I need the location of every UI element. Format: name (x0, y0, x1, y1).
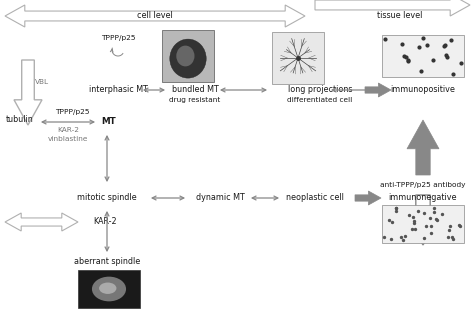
Text: anti-TPPP/p25 antibody: anti-TPPP/p25 antibody (380, 182, 466, 188)
Point (392, 209, 400, 214)
Text: TPPP/p25: TPPP/p25 (101, 35, 135, 41)
Point (417, 68, 424, 73)
Point (448, 234, 456, 239)
Polygon shape (5, 5, 305, 27)
Point (420, 235, 428, 240)
Point (392, 206, 400, 211)
Bar (272, 32, 324, 84)
Bar (382, 205, 464, 243)
Text: KAR-2: KAR-2 (57, 127, 79, 133)
Point (405, 213, 413, 218)
Point (457, 60, 465, 65)
Text: dynamic MT: dynamic MT (196, 193, 245, 202)
Point (401, 233, 409, 238)
Point (415, 209, 422, 214)
Point (433, 217, 440, 222)
Point (402, 54, 410, 59)
Text: neoplastic cell: neoplastic cell (286, 193, 344, 202)
Point (447, 224, 454, 229)
Point (409, 215, 417, 220)
Bar (78, 270, 140, 308)
Point (398, 41, 406, 46)
Point (388, 219, 395, 224)
Ellipse shape (92, 277, 126, 301)
Text: immunopositive: immunopositive (391, 86, 456, 95)
Point (404, 58, 412, 63)
Text: vinblastine: vinblastine (48, 136, 88, 142)
Point (438, 211, 446, 216)
Point (382, 37, 389, 42)
Point (426, 216, 434, 220)
Point (449, 237, 456, 242)
Point (444, 54, 451, 59)
Ellipse shape (176, 46, 194, 67)
Point (427, 224, 435, 229)
Point (392, 206, 400, 211)
Point (399, 237, 407, 242)
Text: aberrant spindle: aberrant spindle (74, 258, 140, 267)
Point (397, 234, 405, 239)
Point (381, 234, 388, 239)
Point (422, 223, 430, 228)
Point (415, 44, 423, 49)
Point (410, 219, 418, 224)
Point (440, 43, 448, 48)
Point (447, 37, 455, 42)
Point (428, 230, 435, 235)
Point (419, 36, 427, 41)
Text: differentiated cell: differentiated cell (287, 97, 353, 103)
Bar (162, 30, 214, 82)
Polygon shape (14, 60, 42, 125)
Text: cell level: cell level (137, 12, 173, 21)
Point (410, 220, 418, 225)
Point (444, 234, 451, 239)
Ellipse shape (99, 282, 117, 294)
Text: drug resistant: drug resistant (169, 97, 220, 103)
Point (441, 43, 449, 48)
Point (420, 211, 428, 216)
Point (409, 226, 416, 231)
Polygon shape (5, 213, 78, 231)
Polygon shape (407, 120, 439, 175)
Point (430, 209, 438, 214)
Point (428, 58, 436, 63)
Polygon shape (407, 195, 439, 245)
Text: mitotic spindle: mitotic spindle (77, 193, 137, 202)
Point (449, 71, 457, 76)
Point (456, 223, 464, 228)
Text: tubulin: tubulin (6, 115, 34, 124)
Polygon shape (315, 0, 470, 16)
Point (442, 52, 449, 57)
Text: MT: MT (101, 118, 116, 127)
Point (401, 53, 408, 58)
Bar (382, 35, 464, 77)
Text: TPPP/p25: TPPP/p25 (55, 109, 89, 115)
Text: VBL: VBL (35, 79, 49, 85)
Polygon shape (355, 191, 381, 205)
Text: long projections: long projections (288, 86, 352, 95)
Point (430, 205, 438, 210)
Text: interphasic MT: interphasic MT (89, 86, 147, 95)
Point (404, 58, 411, 63)
Point (411, 227, 419, 232)
Text: KAR-2: KAR-2 (93, 217, 117, 226)
Ellipse shape (170, 39, 206, 78)
Polygon shape (365, 83, 391, 97)
Point (456, 222, 463, 227)
Point (385, 217, 392, 222)
Point (423, 42, 431, 47)
Text: immunonegative: immunonegative (389, 193, 457, 202)
Point (445, 227, 453, 232)
Point (433, 216, 440, 221)
Text: bundled MT: bundled MT (172, 86, 219, 95)
Text: tissue level: tissue level (377, 12, 423, 21)
Point (387, 236, 395, 241)
